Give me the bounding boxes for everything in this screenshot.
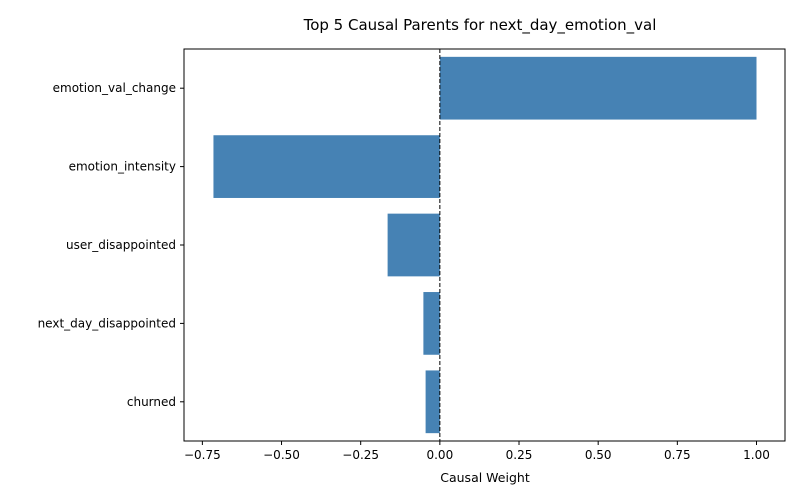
y-tick-label: emotion_val_change: [53, 81, 176, 95]
y-tick-label: next_day_disappointed: [38, 316, 176, 330]
y-tick-label: emotion_intensity: [69, 160, 176, 174]
bar-user-disappointed: [387, 213, 440, 277]
plot-frame: [183, 48, 786, 442]
x-tick-label: 0.50: [585, 448, 612, 462]
bar-emotion-val-change: [439, 56, 757, 120]
bars-group: [213, 56, 757, 434]
chart-title: Top 5 Causal Parents for next_day_emotio…: [303, 16, 657, 35]
bar-emotion-intensity: [213, 135, 440, 198]
x-tick-label: 0.00: [426, 448, 453, 462]
x-tick-label: 1.00: [743, 448, 770, 462]
x-axis-label: Causal Weight: [440, 470, 530, 485]
y-tick-label: user_disappointed: [66, 238, 176, 252]
x-axis-ticks: −0.75 −0.50 −0.25 0.00 0.25 0.50 0.75 1.00: [184, 441, 770, 462]
x-tick-label: −0.50: [263, 448, 300, 462]
bar-next-day-disappointed: [423, 292, 440, 355]
x-tick-label: 0.75: [664, 448, 691, 462]
bar-churned: [425, 370, 440, 434]
y-axis-ticks: emotion_val_change emotion_intensity user_…: [38, 81, 184, 409]
x-tick-label: 0.25: [506, 448, 533, 462]
x-tick-label: −0.75: [184, 448, 221, 462]
x-tick-label: −0.25: [342, 448, 379, 462]
y-tick-label: churned: [127, 395, 176, 409]
